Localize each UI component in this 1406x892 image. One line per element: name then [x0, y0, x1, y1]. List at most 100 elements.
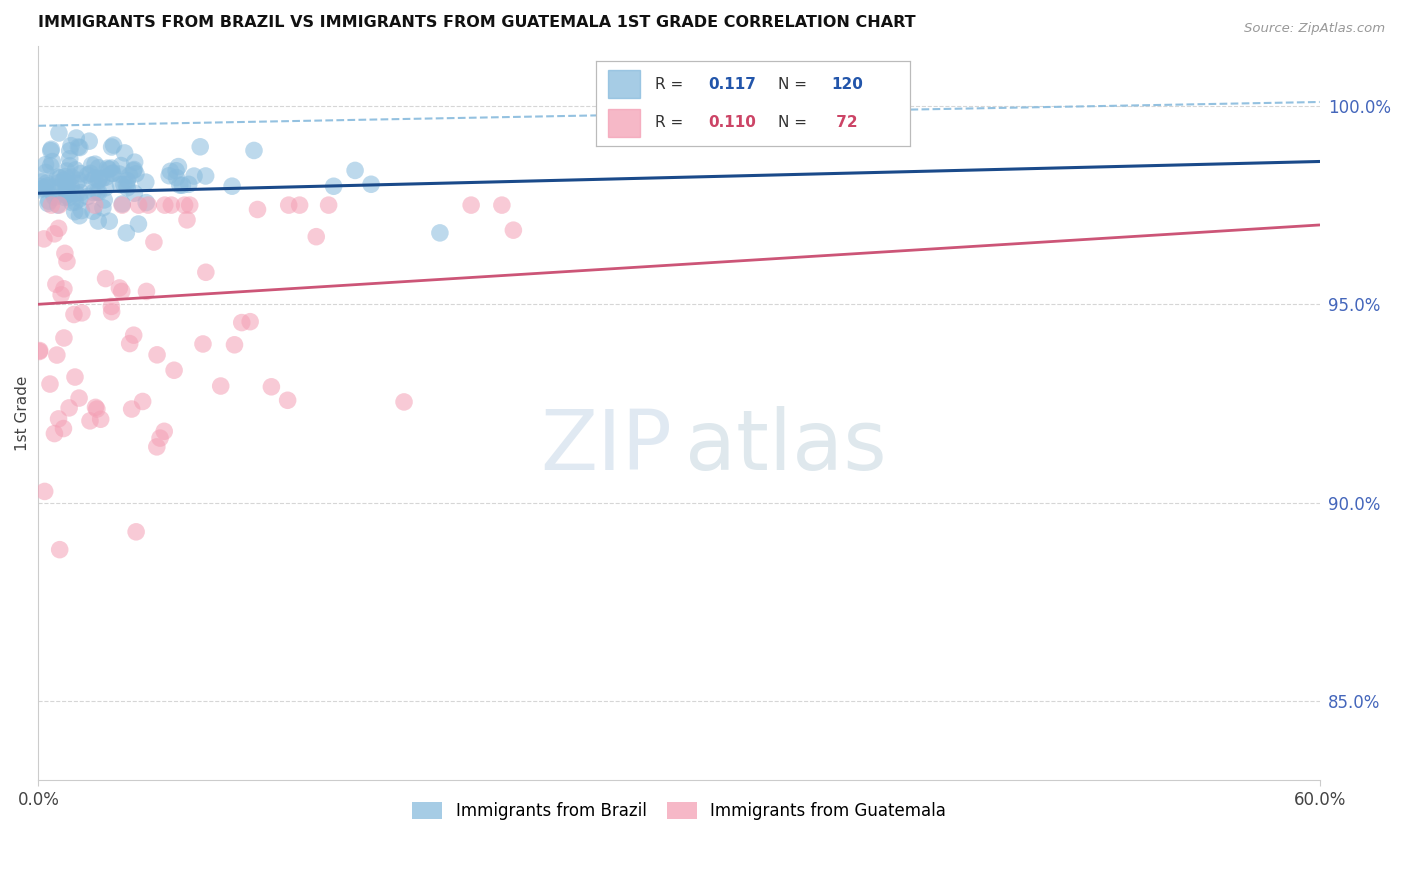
- Point: [136, 198, 159, 212]
- Text: ZIP: ZIP: [541, 406, 672, 487]
- Point: [56, 186, 79, 201]
- Point: [59, 144, 82, 158]
- Point: [44, 190, 66, 204]
- Point: [44, 227, 66, 241]
- Point: [135, 175, 157, 189]
- Point: [243, 144, 266, 158]
- Point: [159, 164, 181, 178]
- Point: [115, 178, 138, 192]
- Point: [77, 134, 100, 148]
- Point: [79, 166, 101, 180]
- Point: [94, 271, 117, 285]
- Point: [56, 176, 79, 190]
- Point: [41, 154, 63, 169]
- Point: [277, 393, 299, 408]
- Point: [56, 186, 79, 200]
- Point: [58, 190, 80, 204]
- Point: [108, 167, 131, 181]
- Point: [191, 337, 214, 351]
- Point: [231, 316, 253, 330]
- Point: [163, 363, 186, 377]
- Point: [121, 402, 143, 417]
- Point: [114, 145, 136, 160]
- Point: [177, 178, 200, 192]
- Point: [167, 160, 190, 174]
- Point: [318, 198, 340, 212]
- Point: [63, 195, 86, 210]
- Point: [76, 189, 98, 203]
- Point: [101, 166, 124, 180]
- Point: [53, 246, 76, 260]
- Point: [37, 178, 59, 193]
- Point: [37, 196, 59, 211]
- Point: [48, 198, 70, 212]
- Point: [56, 254, 79, 268]
- Point: [67, 140, 90, 154]
- Point: [93, 193, 115, 207]
- Point: [39, 142, 62, 156]
- Point: [82, 186, 104, 200]
- Point: [84, 157, 107, 171]
- Point: [31, 175, 53, 189]
- Point: [32, 181, 55, 195]
- Point: [115, 226, 138, 240]
- Point: [117, 173, 139, 187]
- Point: [58, 401, 80, 415]
- Point: [70, 306, 93, 320]
- Point: [100, 161, 122, 175]
- Point: [108, 281, 131, 295]
- Point: [69, 192, 91, 206]
- Point: [55, 169, 77, 184]
- Point: [90, 171, 112, 186]
- Point: [46, 170, 69, 185]
- Point: [46, 198, 69, 212]
- Point: [118, 336, 141, 351]
- Point: [53, 190, 76, 204]
- Point: [149, 431, 172, 445]
- Point: [100, 140, 122, 154]
- Point: [55, 177, 77, 191]
- Point: [35, 176, 58, 190]
- Point: [90, 412, 112, 426]
- Point: [41, 198, 63, 212]
- Point: [87, 173, 110, 187]
- Point: [84, 401, 107, 415]
- Point: [38, 194, 60, 208]
- Point: [63, 370, 86, 384]
- Point: [48, 412, 70, 426]
- Point: [165, 163, 187, 178]
- Point: [48, 221, 70, 235]
- Point: [86, 402, 108, 417]
- Point: [65, 162, 87, 177]
- Point: [63, 204, 86, 219]
- Point: [45, 277, 67, 292]
- Point: [131, 394, 153, 409]
- Point: [48, 542, 70, 557]
- Point: [69, 209, 91, 223]
- Point: [127, 217, 149, 231]
- Point: [52, 331, 75, 345]
- Point: [239, 315, 262, 329]
- Point: [502, 223, 524, 237]
- Point: [169, 178, 191, 193]
- Point: [94, 180, 117, 194]
- Point: [83, 198, 105, 212]
- Point: [89, 171, 111, 186]
- Point: [135, 285, 157, 299]
- Point: [118, 169, 141, 183]
- Text: Source: ZipAtlas.com: Source: ZipAtlas.com: [1244, 22, 1385, 36]
- Point: [115, 181, 138, 195]
- Point: [28, 179, 51, 194]
- Point: [111, 285, 134, 299]
- Point: [224, 338, 246, 352]
- Y-axis label: 1st Grade: 1st Grade: [15, 376, 30, 451]
- Point: [392, 395, 415, 409]
- Point: [429, 226, 451, 240]
- Point: [60, 195, 83, 210]
- Point: [153, 425, 176, 439]
- Text: IMMIGRANTS FROM BRAZIL VS IMMIGRANTS FROM GUATEMALA 1ST GRADE CORRELATION CHART: IMMIGRANTS FROM BRAZIL VS IMMIGRANTS FRO…: [38, 15, 915, 30]
- Point: [59, 152, 82, 166]
- Point: [111, 197, 134, 211]
- Point: [460, 198, 482, 212]
- Text: atlas: atlas: [685, 406, 887, 487]
